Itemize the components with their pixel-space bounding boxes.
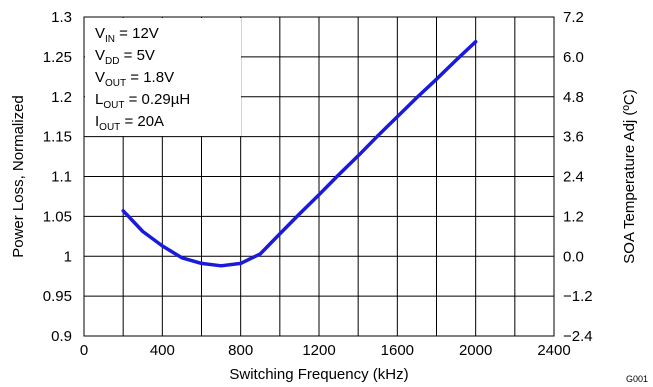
x-tick-label: 800 <box>228 342 253 359</box>
y2-tick-label: 3.6 <box>563 129 584 146</box>
y2-axis-label: SOA Temperature Adj (ºC) <box>621 89 638 263</box>
x-axis-label: Switching Frequency (kHz) <box>229 366 408 383</box>
y2-tick-label: 7.2 <box>563 9 584 26</box>
y-axis-tick-labels: 0.9 0.95 1 1.05 1.1 1.15 1.2 1.25 1.3 <box>43 9 72 345</box>
y-tick-label: 1.1 <box>51 169 72 186</box>
y-tick-label: 1.2 <box>51 89 72 106</box>
figure-id: G001 <box>626 374 648 384</box>
grid-lines <box>84 17 554 336</box>
condition-vout: VOUT = 1.8V <box>95 69 174 89</box>
x-tick-label: 2000 <box>459 342 492 359</box>
x-tick-label: 400 <box>150 342 175 359</box>
x-tick-label: 0 <box>80 342 88 359</box>
conditions-legend: VIN = 12V VDD = 5V VOUT = 1.8V LOUT = 0.… <box>85 18 241 136</box>
y-tick-label: 1.15 <box>43 129 72 146</box>
condition-vdd: VDD = 5V <box>95 47 155 67</box>
y2-tick-label: 6.0 <box>563 49 584 66</box>
y-tick-label: 0.9 <box>51 328 72 345</box>
condition-iout: IOUT = 20A <box>95 113 164 133</box>
y-tick-label: 1 <box>64 248 72 265</box>
y-tick-label: 1.25 <box>43 49 72 66</box>
x-tick-label: 2400 <box>537 342 570 359</box>
x-axis-tick-labels: 0 400 800 1200 1600 2000 2400 <box>80 342 571 359</box>
y-axis-label: Power Loss, Normalized <box>10 95 27 258</box>
y2-tick-label: 4.8 <box>563 89 584 106</box>
x-tick-label: 1200 <box>302 342 335 359</box>
y-tick-label: 1.05 <box>43 208 72 225</box>
y2-tick-label: 0.0 <box>563 248 584 265</box>
y2-tick-label: −1.2 <box>563 288 593 305</box>
y-tick-label: 1.3 <box>51 9 72 26</box>
y2-tick-label: 2.4 <box>563 169 584 186</box>
power-loss-series-line <box>121 39 478 268</box>
y2-tick-label: 1.2 <box>563 208 584 225</box>
y-tick-label: 0.95 <box>43 288 72 305</box>
conditions-legend-background <box>85 18 241 136</box>
x-tick-label: 1600 <box>381 342 414 359</box>
condition-lout: LOUT = 0.29µH <box>95 91 190 111</box>
condition-vin: VIN = 12V <box>95 25 159 45</box>
plot-frame <box>83 16 555 337</box>
y2-tick-label: −2.4 <box>563 328 593 345</box>
y2-axis-tick-labels: −2.4 −1.2 0.0 1.2 2.4 3.6 4.8 6.0 7.2 <box>563 9 593 345</box>
